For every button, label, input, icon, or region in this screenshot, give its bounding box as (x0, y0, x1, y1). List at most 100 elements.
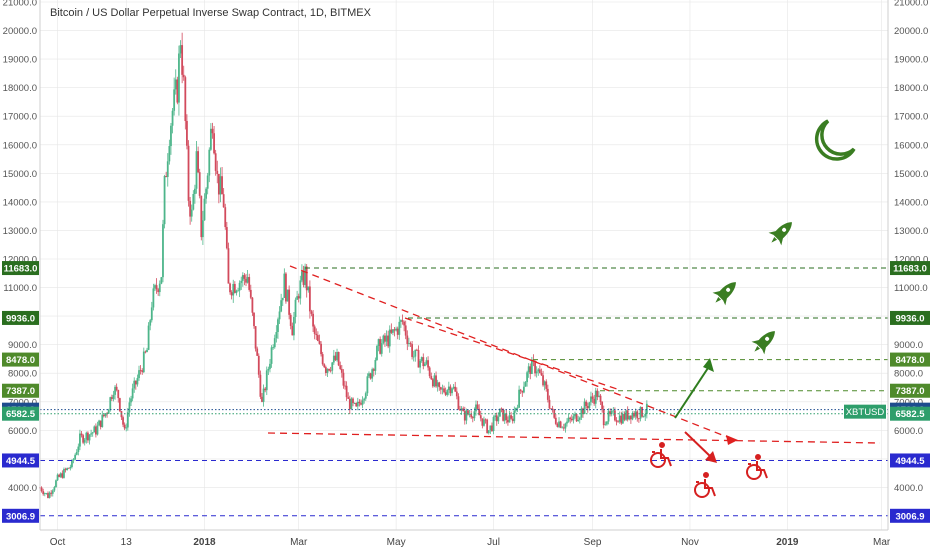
candle-body (77, 446, 80, 452)
candle-body (574, 413, 576, 417)
candle-body (138, 370, 140, 379)
candle-body (371, 369, 374, 379)
candle-body (256, 348, 259, 356)
candle-body (45, 493, 48, 494)
candle-body (90, 433, 93, 435)
candle-body (82, 435, 85, 443)
candle-body (336, 351, 338, 361)
candle-body (358, 401, 361, 404)
candle-body (51, 490, 54, 494)
candle-body (168, 146, 171, 162)
candle-body (267, 368, 270, 371)
moon-icon (814, 119, 856, 161)
price-badge-left-label: 7387.0 (6, 386, 35, 397)
emoji-icons (650, 119, 856, 498)
candle-body (636, 411, 639, 419)
symbol-badge (844, 404, 886, 419)
y-tick-label-right: 8000.0 (894, 369, 923, 380)
price-badge-left-label: 11683.0 (4, 264, 38, 275)
candle-body (508, 415, 511, 423)
price-badge-right (890, 261, 930, 276)
candle-body (189, 200, 192, 217)
candle-body (505, 413, 508, 421)
candle-body (572, 416, 575, 421)
candle-body (641, 407, 643, 417)
candle-body (363, 398, 366, 401)
candle-body (446, 390, 449, 395)
y-tick-label-right: 15000.0 (894, 169, 928, 180)
candle-body (412, 356, 415, 358)
candle-body (273, 338, 276, 348)
x-tick-label: May (387, 537, 406, 548)
candle-body (569, 417, 572, 419)
candle-body (128, 402, 131, 413)
candle-body (564, 423, 567, 429)
candle-body (588, 402, 591, 409)
candle-body (633, 412, 635, 417)
candle-body (642, 416, 645, 418)
candle-body (590, 396, 592, 403)
candle-body (444, 392, 447, 395)
candle-body (55, 480, 57, 488)
candle-body (192, 194, 195, 210)
candle-body (468, 414, 471, 415)
candle-body (241, 275, 244, 281)
candle-body (125, 427, 128, 429)
candle-body (607, 411, 610, 422)
candle-body (200, 195, 203, 238)
candle-body (604, 424, 607, 426)
candle-body (593, 398, 596, 404)
symbol-badge-label: XBTUSD (846, 407, 885, 418)
support-trendline (267, 432, 881, 444)
candle-body (486, 419, 489, 434)
price-badge-left (2, 383, 39, 398)
candle-body (176, 79, 179, 103)
candle-body (457, 396, 460, 410)
candle-body (297, 296, 300, 299)
x-tick-label: Oct (50, 537, 66, 548)
candle-body (304, 266, 306, 285)
candle-body (259, 374, 262, 397)
candle-body (400, 320, 402, 322)
candle-body (237, 290, 239, 292)
candle-body (281, 297, 284, 301)
candle-body (570, 418, 573, 421)
candle-body (384, 335, 386, 342)
candle-body (420, 357, 423, 361)
y-tick-label-right: 4000.0 (894, 483, 923, 494)
candle-body (214, 153, 217, 171)
candle-body (72, 459, 75, 461)
candle-body (307, 286, 310, 291)
candle-body (423, 363, 426, 367)
annotation-arrows (674, 358, 738, 463)
candle-body (556, 423, 559, 427)
candle-body (117, 390, 120, 399)
candle-body (578, 417, 581, 420)
candle-body (248, 277, 251, 290)
candle-body (626, 410, 629, 420)
candle-body (74, 454, 77, 460)
candle-body (186, 120, 188, 146)
candle-body (280, 300, 283, 312)
candle-body (510, 415, 513, 419)
chart-title: Bitcoin / US Dollar Perpetual Inverse Sw… (50, 7, 371, 19)
candle-body (294, 299, 297, 317)
price-badge-left (2, 261, 39, 276)
candle-body (535, 371, 538, 374)
price-badge-right-label: 11683.0 (893, 264, 927, 275)
candle-body (347, 397, 350, 399)
candle-body (639, 407, 642, 419)
candle-body (173, 89, 176, 111)
candle-body (554, 417, 557, 424)
candle-body (114, 386, 116, 395)
x-tick-label: Mar (873, 537, 891, 548)
candle-body (71, 460, 73, 468)
candle-body (179, 45, 182, 54)
candle-body (614, 410, 616, 421)
candle-body (334, 355, 337, 361)
candle-body (187, 145, 190, 201)
candle-body (165, 176, 168, 177)
candle-body (201, 220, 204, 238)
candle-body (269, 363, 271, 369)
